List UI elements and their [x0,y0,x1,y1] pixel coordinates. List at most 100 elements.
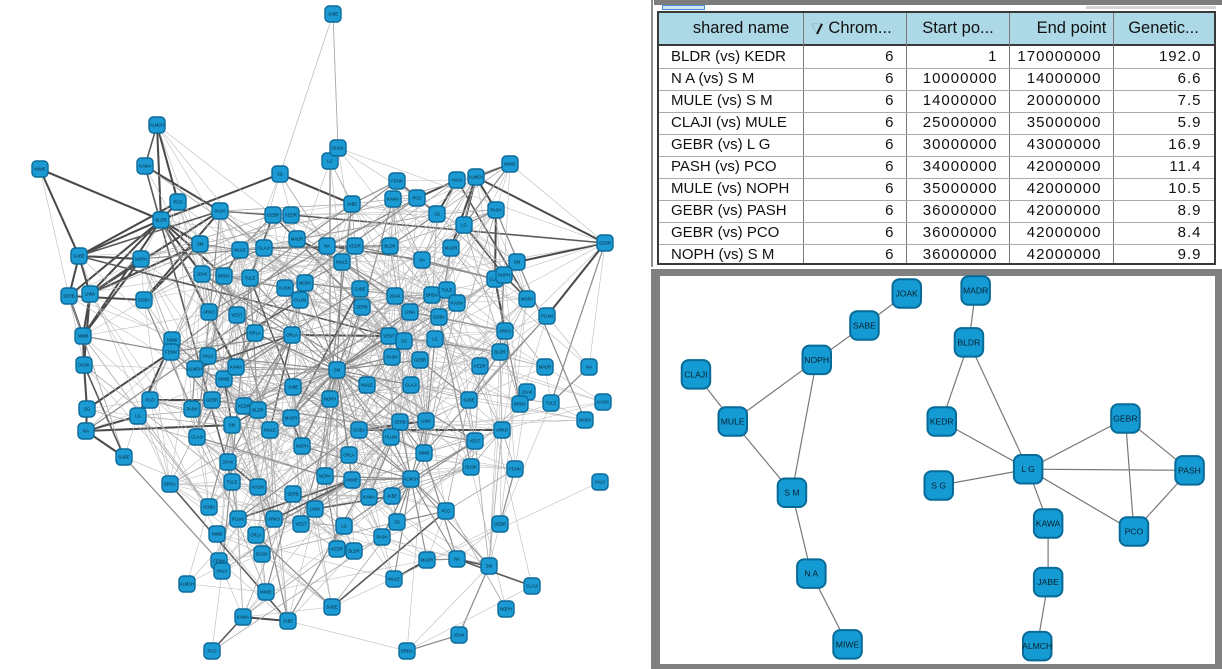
svg-text:SG: SG [401,339,407,344]
svg-text:SERB: SERB [356,305,368,310]
svg-text:NOPH: NOPH [804,355,829,365]
svg-text:SM: SM [514,260,521,265]
svg-text:KAWA: KAWA [387,197,399,202]
svg-text:PASH: PASH [186,407,197,412]
svg-text:PCO: PCO [145,398,155,403]
svg-text:DUSK: DUSK [465,465,477,470]
svg-text:ARKO: ARKO [203,310,216,315]
svg-text:BLDR: BLDR [252,408,263,413]
svg-text:MOPA: MOPA [319,474,331,479]
svg-text:SG: SG [277,172,283,177]
svg-text:DUSK: DUSK [256,552,268,557]
svg-text:NOPH: NOPH [498,273,510,278]
svg-text:SABE: SABE [354,287,365,292]
svg-text:DUSK: DUSK [332,146,344,151]
svg-text:JOAK: JOAK [895,288,918,298]
svg-text:MIWE: MIWE [260,590,272,595]
svg-text:ORLA: ORLA [343,453,355,458]
svg-text:MIWE: MIWE [836,639,860,649]
svg-text:JOAK: JOAK [390,294,401,299]
svg-text:MOPA: MOPA [521,297,533,302]
svg-text:KASN: KASN [451,301,462,306]
svg-text:SG: SG [394,520,400,525]
svg-text:JABE: JABE [387,494,398,499]
svg-text:MULE: MULE [336,260,348,265]
svg-text:BLDR: BLDR [155,218,166,223]
svg-text:SABE: SABE [118,455,129,460]
svg-text:NIMB: NIMB [212,532,223,537]
svg-text:LG: LG [432,337,438,342]
svg-text:CLAJI: CLAJI [526,584,537,589]
svg-text:TULE: TULE [227,480,238,485]
svg-text:JOAK: JOAK [197,272,208,277]
svg-text:PASH: PASH [386,355,397,360]
svg-text:ORLA: ORLA [249,331,261,336]
svg-text:JOAK: JOAK [454,633,465,638]
svg-text:MADR: MADR [539,365,551,370]
svg-text:L G: L G [1021,464,1035,474]
svg-text:MULE: MULE [264,428,276,433]
svg-text:ALMCH: ALMCH [404,477,419,482]
svg-text:NA: NA [83,429,89,434]
svg-text:KEDR: KEDR [238,404,250,409]
svg-text:LIWA: LIWA [310,507,320,512]
svg-text:HALV: HALV [203,354,214,359]
svg-text:CLAJI: CLAJI [258,246,269,251]
svg-text:JABE: JABE [1037,577,1059,587]
svg-text:GEBR: GEBR [206,398,218,403]
svg-text:JABE: JABE [283,619,294,624]
svg-text:ARKO: ARKO [499,329,512,334]
svg-text:PLUM: PLUM [232,517,244,522]
svg-text:JABE: JABE [288,385,299,390]
svg-text:NA: NA [586,365,592,370]
svg-text:BLDR: BLDR [957,337,980,347]
svg-text:ORLA: ORLA [250,533,262,538]
svg-text:NA: NA [419,258,425,263]
svg-text:CLAJI: CLAJI [684,369,707,379]
svg-text:KASN: KASN [279,286,290,291]
svg-text:SM: SM [334,368,341,373]
svg-text:LG: LG [327,159,333,164]
svg-text:NIMB: NIMB [419,451,430,456]
svg-text:NOPH: NOPH [324,397,336,402]
svg-text:HALV: HALV [217,569,228,574]
svg-text:MIWE: MIWE [34,167,46,172]
svg-text:SM: SM [486,564,493,569]
svg-text:BRDA: BRDA [218,274,230,279]
svg-text:GOBA: GOBA [138,298,150,303]
svg-text:PLUM: PLUM [541,314,553,319]
svg-text:BLDR: BLDR [348,549,359,554]
svg-text:MOPA: MOPA [299,281,311,286]
svg-text:GEBR: GEBR [599,241,611,246]
svg-text:SG: SG [84,407,90,412]
svg-text:GEBR: GEBR [1113,413,1137,423]
svg-text:TULE: TULE [245,276,256,281]
svg-text:CLAJI: CLAJI [489,277,500,282]
svg-text:SERB: SERB [63,294,75,299]
svg-text:KASN: KASN [597,400,608,405]
svg-text:SM: SM [197,242,204,247]
svg-text:SERB: SERB [394,420,406,425]
svg-text:MIWE: MIWE [346,478,358,483]
svg-text:PLUM: PLUM [385,435,397,440]
svg-text:SABE: SABE [326,605,337,610]
svg-text:KEDR: KEDR [474,364,486,369]
svg-text:JABE: JABE [328,12,339,17]
svg-text:SM: SM [229,423,236,428]
svg-text:GOBA: GOBA [203,505,215,510]
svg-text:KAWA: KAWA [139,164,151,169]
svg-text:GOBA: GOBA [433,315,445,320]
svg-text:S M: S M [784,488,799,498]
svg-text:VEST: VEST [384,334,395,339]
svg-text:KASN: KASN [252,485,263,490]
svg-text:CLAJI: CLAJI [191,435,202,440]
svg-text:LIWA: LIWA [85,292,95,297]
svg-text:LG: LG [461,223,467,228]
svg-text:NIMB: NIMB [78,334,89,339]
svg-text:LG: LG [135,414,141,419]
svg-text:BRDA: BRDA [426,293,438,298]
svg-text:MULE: MULE [234,248,246,253]
svg-text:MIWE: MIWE [218,377,230,382]
svg-text:KAWA: KAWA [1036,519,1061,529]
svg-text:KAWA: KAWA [230,365,242,370]
